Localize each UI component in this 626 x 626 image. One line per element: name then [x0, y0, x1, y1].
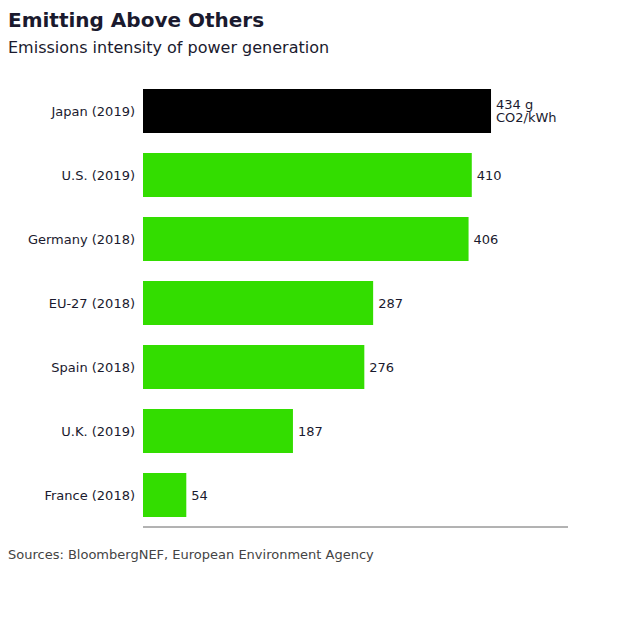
svg-text:406: 406 [474, 232, 499, 247]
svg-text:410: 410 [477, 168, 502, 183]
svg-text:Spain (2018): Spain (2018) [51, 360, 135, 375]
svg-text:276: 276 [369, 360, 394, 375]
svg-text:434 gCO2/kWh: 434 gCO2/kWh [496, 97, 557, 125]
svg-text:187: 187 [298, 424, 323, 439]
svg-text:U.K. (2019): U.K. (2019) [61, 424, 135, 439]
html-text:Sources: BloombergNEF, Europea: Sources: BloombergNEF, European Environm… [8, 547, 374, 562]
svg-text:54: 54 [191, 488, 208, 503]
html-text:Emissions intensity of power g: Emissions intensity of power generation [8, 38, 330, 57]
svg-text:Japan (2019): Japan (2019) [50, 104, 135, 119]
html-text:Emitting Above Others: Emitting Above Others [8, 8, 265, 32]
svg-text:287: 287 [378, 296, 403, 311]
svg-text:EU-27 (2018): EU-27 (2018) [49, 296, 135, 311]
svg-text:France (2018): France (2018) [44, 488, 135, 503]
svg-text:Germany (2018): Germany (2018) [28, 232, 135, 247]
svg-text:U.S. (2019): U.S. (2019) [62, 168, 135, 183]
